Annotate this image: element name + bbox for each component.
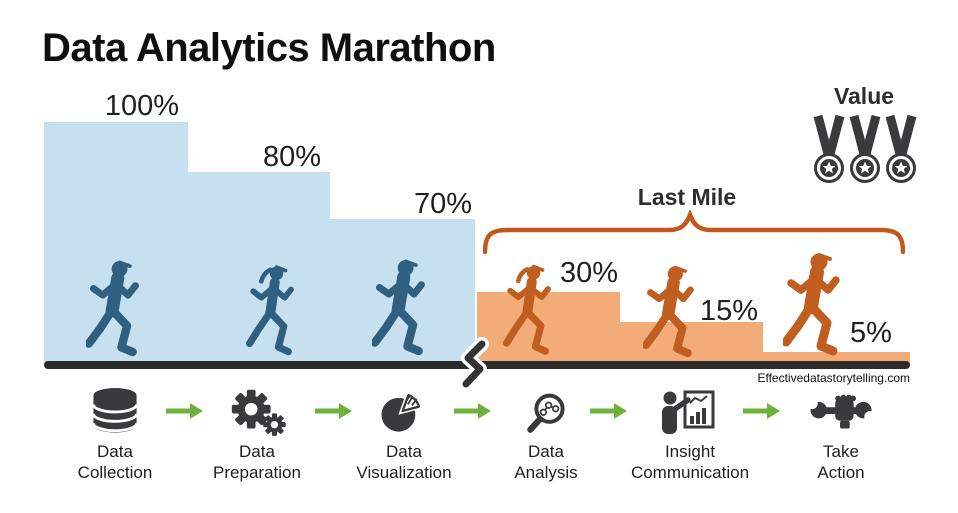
value-label: Value (833, 83, 895, 109)
wrench-fist-icon (810, 394, 872, 429)
magnifier-chart-icon (527, 393, 565, 433)
stage-label-line: Data (528, 442, 564, 461)
stage-label-line: Analysis (514, 463, 578, 482)
stage-label-data-preparation: Data Preparation (172, 441, 342, 483)
stage-label-take-action: Take Action (756, 441, 926, 483)
medals-icon (813, 114, 917, 183)
stage-label-line: Data (97, 442, 133, 461)
stage-label-data-visualization: Data Visualization (319, 441, 489, 483)
stage-label-line: Take (823, 442, 859, 461)
pie-chart-icon (381, 393, 421, 432)
runner-icon (783, 250, 843, 362)
pct-label-5: 5% (850, 317, 892, 349)
stage-label-line: Preparation (213, 463, 301, 482)
arrow-right-icon (590, 403, 627, 419)
step-100 (44, 122, 188, 364)
database-icon (92, 388, 138, 433)
medal-1 (813, 114, 845, 183)
runner-icon (372, 256, 428, 362)
medal-2 (849, 114, 881, 183)
medal-3 (885, 114, 917, 183)
runner-icon (503, 261, 557, 362)
last-mile-label: Last Mile (637, 184, 737, 210)
stage-label-data-collection: Data Collection (30, 441, 200, 483)
arrow-right-icon (454, 403, 491, 419)
runner-icon (246, 262, 300, 362)
arrow-right-icon (743, 403, 780, 419)
stage-label-line: Communication (630, 463, 750, 482)
stage-label-line: Visualization (356, 463, 452, 482)
track-break-icon (459, 337, 489, 391)
stage-label-line: Insight (664, 442, 716, 461)
pct-label-70: 70% (413, 188, 473, 220)
gears-icon (231, 389, 286, 436)
runner-icon (643, 264, 697, 362)
pct-label-100: 100% (104, 90, 180, 122)
stage-label-line: Action (817, 463, 865, 482)
last-mile-brace (483, 210, 905, 255)
stage-label-data-analysis: Data Analysis (461, 441, 631, 483)
pct-label-30: 30% (559, 257, 619, 289)
watermark-text: Effectivedatastorytelling.com (757, 371, 910, 385)
stage-label-insight-communication: Insight Communication (605, 441, 775, 483)
presenter-chart-icon (662, 390, 715, 434)
pct-label-80: 80% (262, 141, 322, 173)
arrow-right-icon (315, 403, 352, 419)
arrow-right-icon (166, 403, 203, 419)
stage-label-line: Data (386, 442, 422, 461)
pct-label-15: 15% (699, 295, 759, 327)
stage-label-line: Collection (77, 463, 153, 482)
page-title: Data Analytics Marathon (42, 26, 496, 70)
runner-icon (86, 258, 142, 362)
stage-label-line: Data (239, 442, 275, 461)
